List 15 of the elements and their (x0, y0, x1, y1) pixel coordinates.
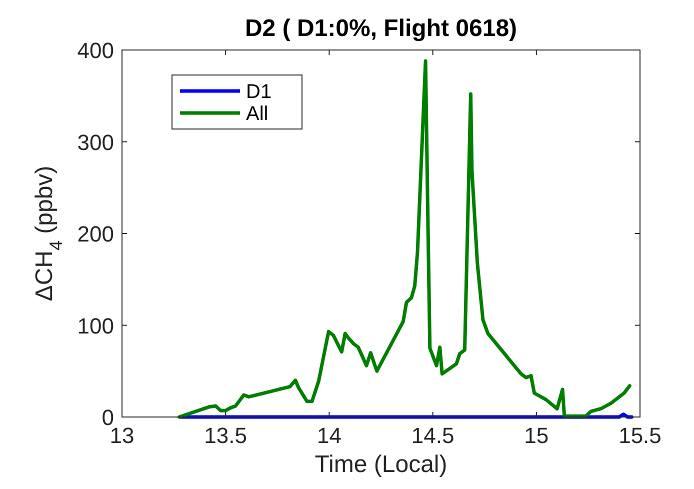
x-tick-label: 14 (316, 423, 342, 448)
x-axis-title: Time (Local) (314, 451, 448, 478)
line-series (177, 59, 632, 419)
x-tick-label: 15 (524, 423, 549, 448)
x-tick-label: 13.5 (204, 423, 248, 448)
chart-title: D2 ( D1:0%, Flight 0618) (244, 15, 518, 42)
y-tick-label: 200 (77, 222, 114, 246)
y-tick-label: 400 (77, 38, 114, 63)
x-tick-label: 14.5 (411, 423, 454, 448)
legend-label: D1 (246, 81, 272, 103)
y-tick-label: 100 (77, 313, 114, 338)
y-tick-label: 300 (77, 130, 114, 155)
legend-label: All (246, 103, 268, 125)
y-tick-label: 0 (102, 405, 114, 430)
x-tick-label: 15.5 (618, 423, 662, 448)
